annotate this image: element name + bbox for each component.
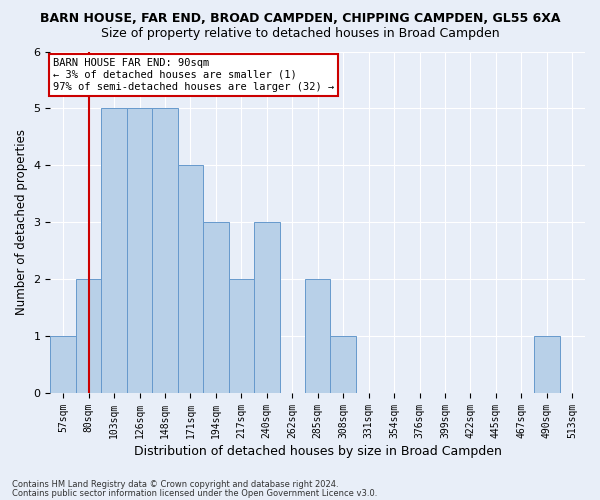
Bar <box>76 279 101 392</box>
Bar <box>534 336 560 392</box>
Bar <box>305 279 331 392</box>
Bar <box>331 336 356 392</box>
Y-axis label: Number of detached properties: Number of detached properties <box>15 129 28 315</box>
Text: Contains HM Land Registry data © Crown copyright and database right 2024.: Contains HM Land Registry data © Crown c… <box>12 480 338 489</box>
Bar <box>127 108 152 393</box>
Bar <box>50 336 76 392</box>
Bar <box>229 279 254 392</box>
Bar <box>203 222 229 392</box>
Text: Contains public sector information licensed under the Open Government Licence v3: Contains public sector information licen… <box>12 489 377 498</box>
Bar <box>101 108 127 393</box>
Text: BARN HOUSE, FAR END, BROAD CAMPDEN, CHIPPING CAMPDEN, GL55 6XA: BARN HOUSE, FAR END, BROAD CAMPDEN, CHIP… <box>40 12 560 26</box>
Text: Size of property relative to detached houses in Broad Campden: Size of property relative to detached ho… <box>101 28 499 40</box>
Bar <box>178 165 203 392</box>
Bar <box>152 108 178 393</box>
Bar <box>254 222 280 392</box>
X-axis label: Distribution of detached houses by size in Broad Campden: Distribution of detached houses by size … <box>134 444 502 458</box>
Text: BARN HOUSE FAR END: 90sqm
← 3% of detached houses are smaller (1)
97% of semi-de: BARN HOUSE FAR END: 90sqm ← 3% of detach… <box>53 58 334 92</box>
